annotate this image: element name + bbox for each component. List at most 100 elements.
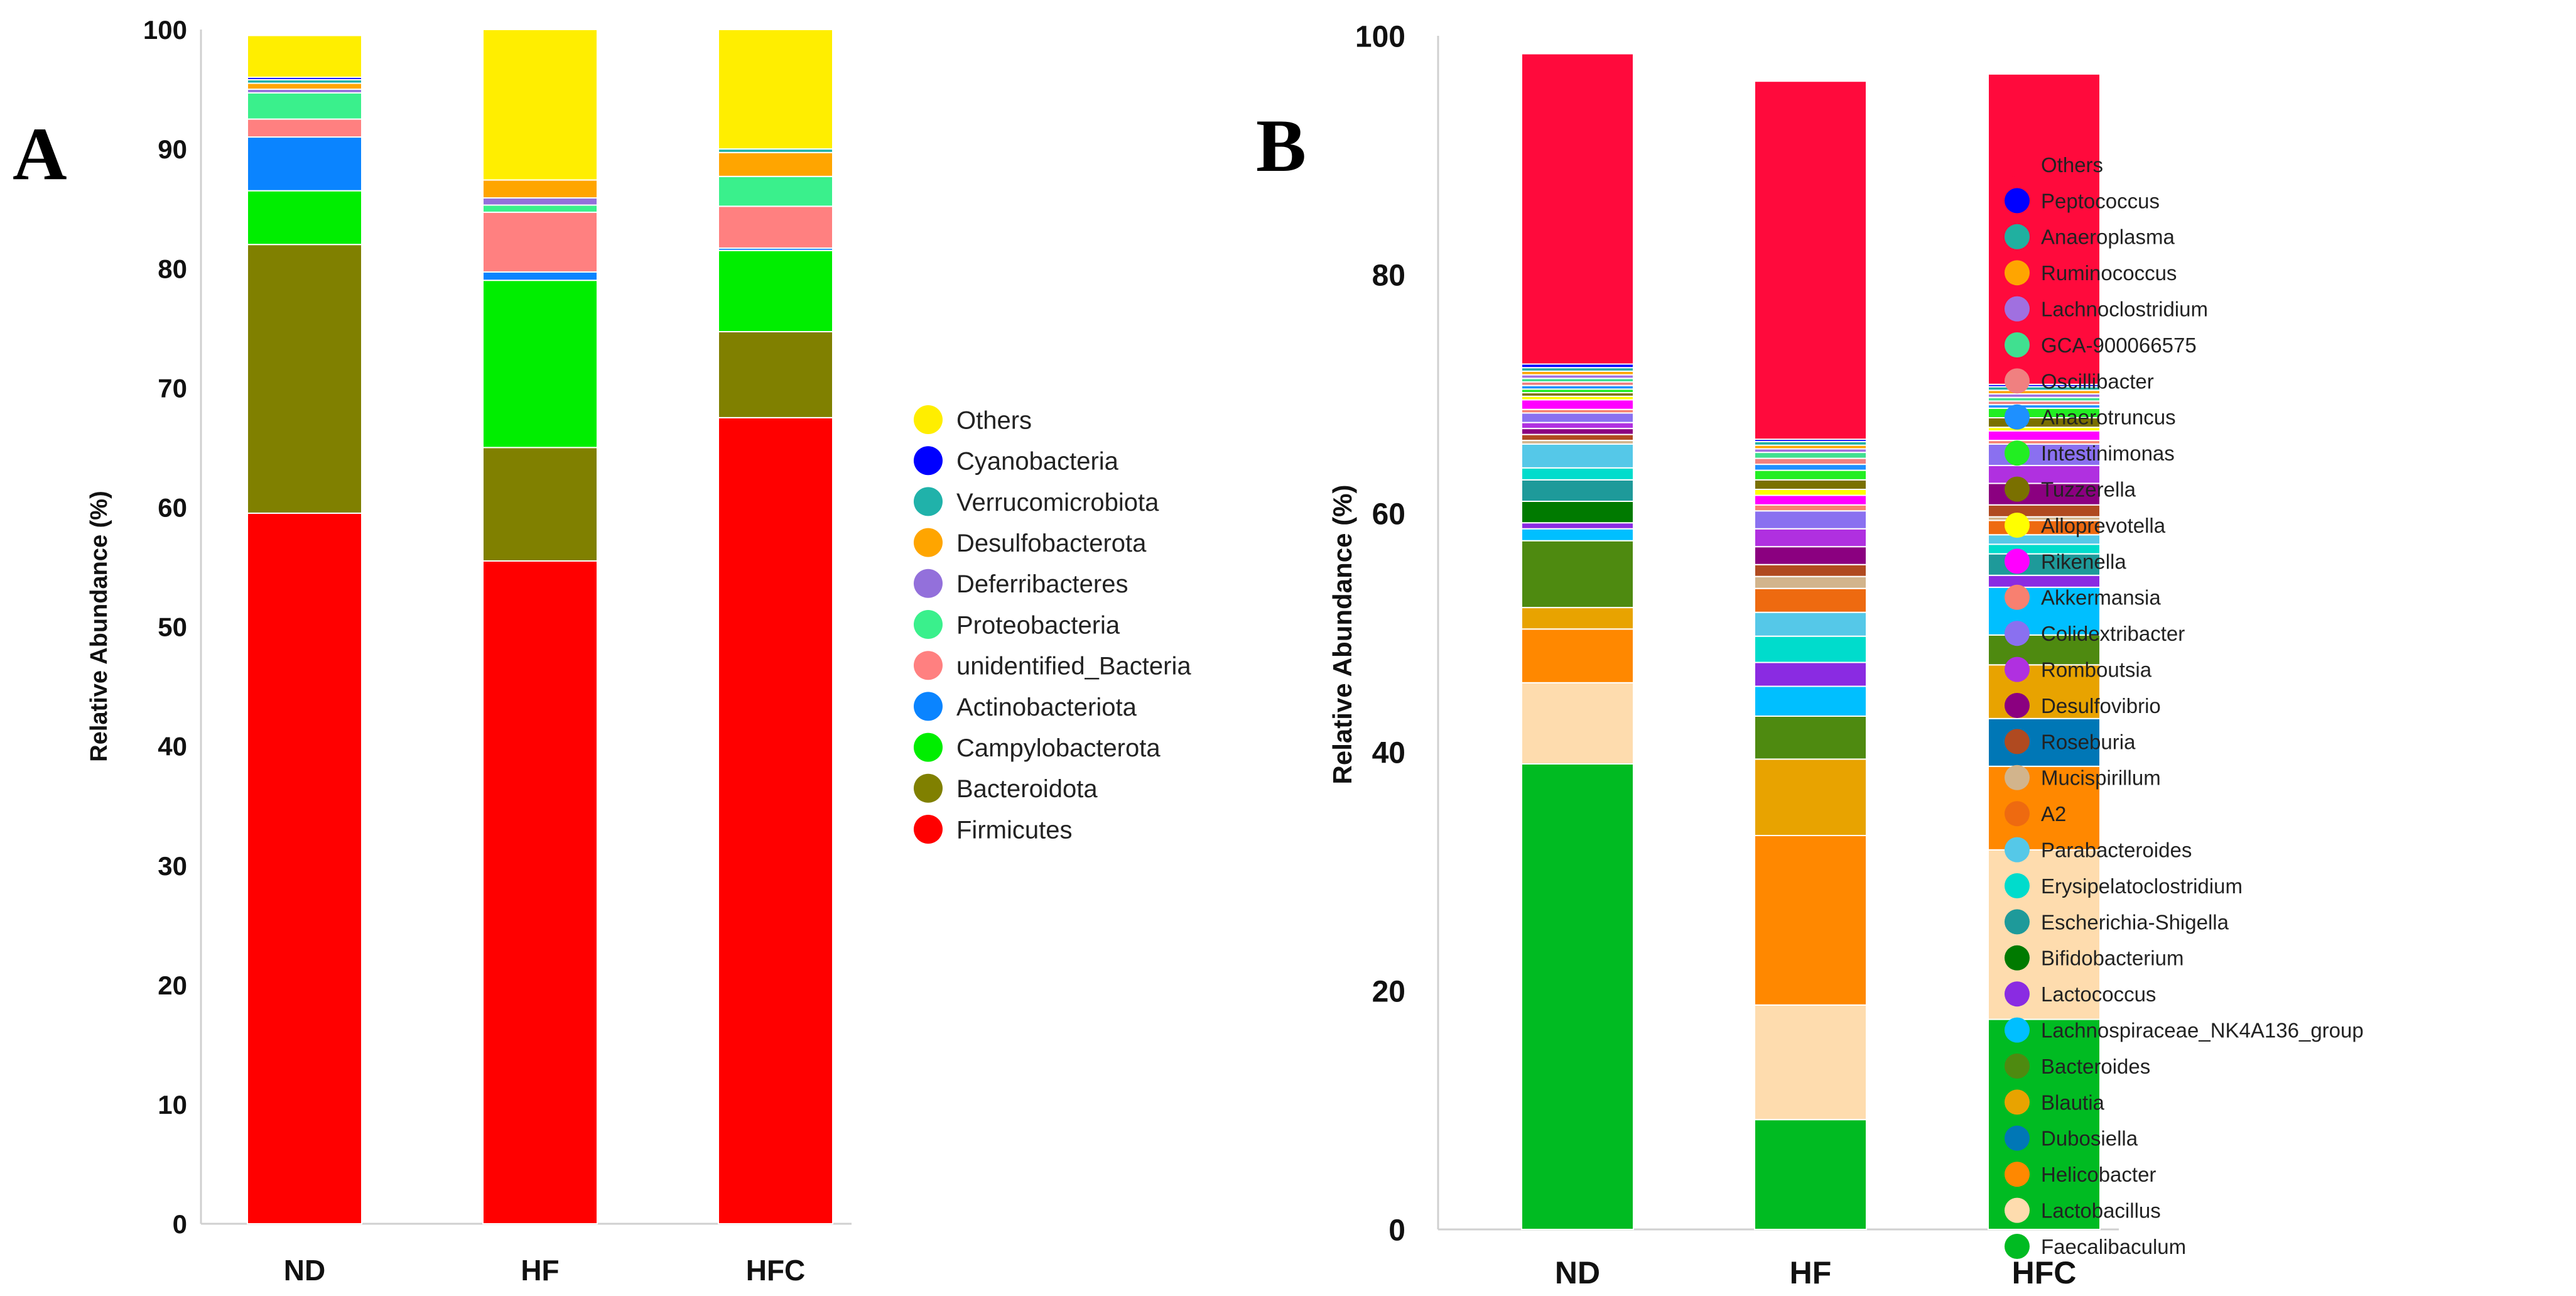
legend-label: Desulfovibrio [2041,694,2161,717]
legend-label: Lachnospiraceae_NK4A136_group [2041,1018,2364,1042]
y-tick-label: 60 [158,493,187,523]
x-tick-label: HFC [746,1254,806,1287]
y-tick-label: 0 [173,1209,187,1239]
y-tick-label: 10 [158,1090,187,1119]
bar-segment-hf-proteobacteria [482,204,598,213]
bar-segment-nd-erysipelatoclostridium [1521,467,1634,481]
legend-swatch-unidentified-bacteria [914,651,943,680]
bar-segment-nd-others [1521,53,1634,365]
legend-swatch-bacteroidota [914,773,943,803]
legend-swatch-a2 [2005,801,2030,827]
legend-swatch-escherichia-shigella [2005,909,2030,935]
legend-label: Lactococcus [2041,983,2156,1006]
bar-segment-hfc-others [1988,73,2101,385]
y-axis-title: Relative Abundance (%) [1328,485,1357,785]
legend-label: Akkermansia [2041,586,2161,609]
bar-segment-nd-bacteroides [1521,540,1634,609]
bar-segment-nd-lactococcus [1521,522,1634,530]
y-tick-label: 20 [158,971,187,1000]
legend-swatch-anaerotruncus [2005,404,2030,430]
bar-segment-hfc-rikenella [1988,430,2101,442]
bar-segment-hf-a2 [1754,587,1867,613]
legend-label: Others [956,406,1032,434]
legend-label: Oscillibacter [2041,369,2154,393]
bar-segment-nd-others [247,35,362,79]
bar-segment-hfc-bacteroidota [718,330,833,418]
bar-segment-hf-actinobacteriota [482,271,598,281]
bar-segment-hf-deferribacteres [482,197,598,206]
legend-label: GCA-900066575 [2041,334,2197,357]
bar-segment-hf-akkermansia [1754,504,1867,512]
bar-segment-nd-parabacteroides [1521,443,1634,469]
legend-swatch-lactococcus [2005,981,2030,1007]
chart-panel-b: B 0 20 40 60 80 100 Relative Abundance (%) ND HF H… [1256,20,2364,1290]
legend-swatch-colidextribacter [2005,621,2030,646]
bar-segment-hf-roseburia [1754,564,1867,577]
bar-segment-nd-bacteroidota [247,244,362,514]
legend-label: Firmicutes [956,816,1072,844]
legend-swatch-akkermansia [2005,584,2030,610]
x-tick-label: HFC [2012,1255,2077,1290]
legend-label: Peptococcus [2041,189,2160,212]
bar-segment-nd-desulfobacterota [247,82,362,90]
bar-segment-hfc-proteobacteria [718,175,833,207]
y-axis-title: Relative Abundance (%) [86,491,112,761]
bar-segment-hf-desulfovibrio [1754,546,1867,565]
bar-segment-nd-proteobacteria [247,92,362,120]
legend: Others Peptococcus Anaeroplasma Ruminococcu… [2005,152,2364,1259]
legend-label: Erysipelatoclostridium [2041,874,2243,898]
bar-segment-hf-gca-900066575 [1754,452,1867,459]
legend-swatch-erysipelatoclostridium [2005,873,2030,898]
bar-stack-hf [482,29,598,1225]
legend-label: Roseburia [2041,730,2136,753]
bar-segment-hf-helicobacter [1754,835,1867,1006]
legend-swatch-bacteroides [2005,1054,2030,1079]
legend-label: Ruminococcus [2041,261,2177,285]
legend-swatch-verrucomicrobiota [914,487,943,516]
y-tick-label: 70 [158,373,187,403]
legend-swatch-lachnospiraceae-nk4a136-group [2005,1017,2030,1043]
legend-swatch-faecalibaculum [2005,1234,2030,1259]
legend-swatch-dubosiella [2005,1125,2030,1151]
legend-swatch-lactobacillus [2005,1197,2030,1223]
bar-stack-hfc [718,29,833,1225]
bar-segment-hf-others [482,29,598,181]
legend-label: Faecalibaculum [2041,1235,2186,1258]
legend-label: Verrucomicrobiota [956,489,1159,516]
bar-segment-hf-lactobacillus [1754,1004,1867,1121]
bar-segment-nd-desulfovibrio [1521,428,1634,435]
bar-segment-hf-anaerotruncus [1754,464,1867,471]
legend-swatch-others [2005,152,2030,177]
bar-segment-hf-parabacteroides [1754,611,1867,637]
bar-segment-nd-helicobacter [1521,628,1634,683]
bar-segment-hf-erysipelatoclostridium [1754,635,1867,663]
legend-swatch-gca-900066575 [2005,332,2030,357]
bar-segment-nd-escherichia-shigella [1521,479,1634,502]
bar-segment-hf-unidentified-bacteria [482,211,598,273]
y-tick-label: 100 [1355,20,1405,53]
y-tick-label: 40 [1372,736,1405,770]
y-tick-label: 40 [158,732,187,761]
panel-label: B [1256,104,1306,187]
legend-label: Cyanobacteria [956,448,1119,476]
bar-stack-hfc [1988,73,2101,1230]
bar-segment-hf-faecalibaculum [1754,1119,1867,1230]
bar-segment-hf-desulfobacterota [482,179,598,199]
bar-segment-nd-blautia [1521,607,1634,630]
bar-segment-nd-unidentified-bacteria [247,118,362,138]
bar-stack-hf [1754,80,1867,1230]
legend-label: unidentified_Bacteria [956,653,1191,680]
legend-label: Mucispirillum [2041,766,2161,790]
bar-segment-hf-alloprevotella [1754,489,1867,496]
panel-label: A [13,112,67,195]
bar-segment-nd-lachnospiraceae-nk4a136-group [1521,528,1634,542]
bar-segment-hfc-firmicutes [718,417,833,1225]
legend-swatch-oscillibacter [2005,368,2030,394]
bar-segment-hfc-romboutsia [1988,465,2101,484]
legend-swatch-lachnoclostridium [2005,296,2030,322]
legend-swatch-romboutsia [2005,656,2030,682]
legend-label: Deferribacteres [956,570,1128,598]
legend-label: Intestinimonas [2041,442,2175,465]
bar-segment-hf-blautia [1754,758,1867,837]
bar-segment-hf-lachnospiraceae-nk4a136-group [1754,685,1867,717]
